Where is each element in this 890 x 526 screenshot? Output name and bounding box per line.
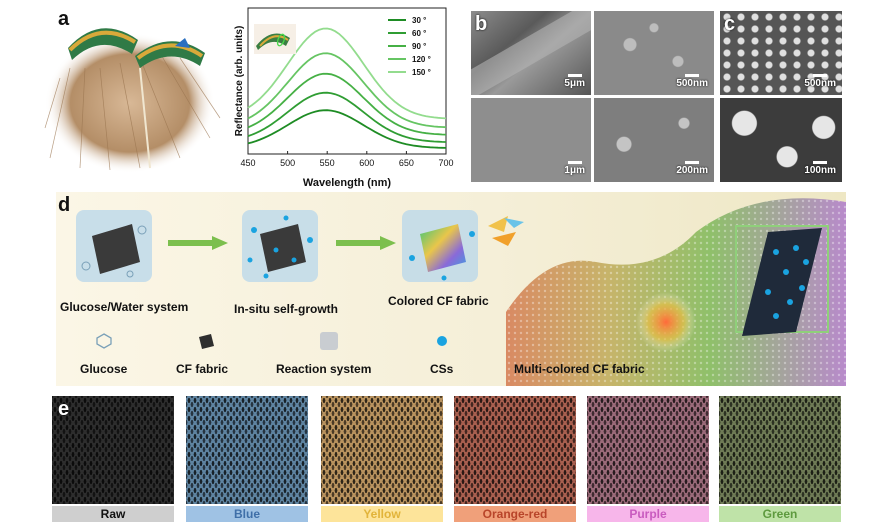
x-ticks: 450 500 550 600 650 700 [240,151,454,168]
x-tick-label-3: 600 [359,158,374,168]
fabric-label-orange-red: Orange-red [454,506,576,522]
step3-label: Colored CF fabric [388,294,489,308]
fabric-sample-purple [587,396,709,504]
panel-label-a: a [58,8,70,30]
peacock-feather-photo [44,28,221,173]
series-line-0 [247,109,447,149]
legend-label-1: 60 ° [412,29,426,38]
step2-label: In-situ self-growth [234,302,338,316]
fabric-sample-raw [52,396,174,504]
x-tick-label-4: 650 [399,158,414,168]
series-line-4 [247,27,447,120]
x-tick-label-2: 550 [320,158,335,168]
fabric-label-raw: Raw [52,506,174,522]
step3-cube-icon [402,210,524,282]
arrow-2 [336,236,396,250]
sem-image-c2: 100nm [719,97,843,183]
series-line-2 [247,72,447,136]
scale-bar-c1: 500nm [804,74,836,89]
fabric-sample-green [719,396,841,504]
legend-cf-label: CF fabric [176,362,229,376]
fabric-label-blue: Blue [186,506,308,522]
scale-bar-c2: 100nm [804,161,836,176]
reflectance-curves [247,27,447,149]
series-line-1 [247,91,447,143]
fabric-sample-blue [186,396,308,504]
cs-sphere-icon [437,336,447,346]
step1-cube-icon [76,210,152,282]
panel-label-c: c [724,13,736,35]
legend-label-4: 150 ° [412,68,431,77]
legend-cs-label: CSs [430,362,454,376]
process-schematic-panel: d Glucose/Water system In-situ self-grow… [56,192,846,386]
fabric-label-yellow: Yellow [321,506,443,522]
step1-label: Glucose/Water system [60,300,189,314]
chart-legend: 30 ° 60 ° 90 ° 120 ° 150 ° [388,16,431,77]
fabric-label-purple: Purple [587,506,709,522]
legend-label-2: 90 ° [412,42,426,51]
x-tick-label-1: 500 [280,158,295,168]
panel-label-d: d [58,194,71,216]
glucose-molecule-icon [96,333,112,349]
sem-image-b2: 500nm [593,10,715,96]
scale-bar-b1: 5μm [564,74,585,89]
panel-label-b: b [475,13,488,35]
arrow-1 [168,236,228,250]
step2-cube-icon [242,210,318,282]
multicolored-fabric-illustration [506,198,846,386]
sem-image-b1: b 5μm [470,10,592,96]
inset-feather-image [254,24,296,54]
x-tick-label-5: 700 [438,158,453,168]
scale-bar-b4: 200nm [676,161,708,176]
y-axis-label: Reflectance (arb. units) [234,26,245,137]
fabric-sample-orange-red [454,396,576,504]
series-line-3 [247,52,447,129]
scale-bar-b3: 1μm [564,161,585,176]
cf-fabric-icon [199,334,214,349]
sem-image-b4: 200nm [593,97,715,183]
sem-image-b3: 1μm [470,97,592,183]
x-tick-label-0: 450 [240,158,255,168]
legend-reaction-label: Reaction system [276,362,372,376]
fabric-label-green: Green [719,506,841,522]
reaction-system-icon [320,332,338,350]
multicolored-fabric-label: Multi-colored CF fabric [514,362,645,376]
sem-image-c1: c 500nm [719,10,843,96]
fabric-sample-yellow [321,396,443,504]
legend-label-3: 120 ° [412,55,431,64]
reflectance-chart: 450 500 550 600 650 700 Reflectance (arb. uni… [234,7,454,189]
x-axis-label: Wavelength (nm) [303,177,392,189]
legend-label-0: 30 ° [412,16,426,25]
legend-glucose-label: Glucose [80,362,128,376]
scale-bar-b2: 500nm [676,74,708,89]
panel-label-e: e [58,398,70,420]
